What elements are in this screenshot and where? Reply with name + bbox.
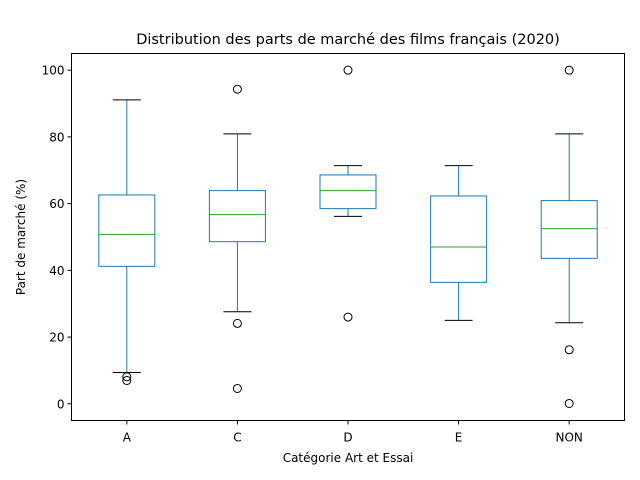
box — [430, 195, 488, 283]
outlier-point — [122, 372, 132, 382]
chart-title: Distribution des parts de marché des fil… — [136, 32, 560, 48]
y-tick-label: 0 — [57, 397, 65, 411]
x-axis-label: Catégorie Art et Essai — [283, 451, 414, 465]
outlier-point — [232, 318, 242, 328]
box — [319, 174, 377, 210]
axes-frame — [71, 53, 625, 421]
x-tick-label: E — [455, 431, 463, 445]
y-tick-label: 100 — [42, 64, 65, 78]
box — [98, 194, 156, 267]
y-axis-label: Part de marché (%) — [14, 179, 28, 295]
y-tick-label: 20 — [49, 331, 64, 345]
y-tick-label: 60 — [49, 197, 64, 211]
y-tick-label: 80 — [49, 130, 64, 144]
outlier-point — [232, 383, 242, 393]
outlier-point — [564, 398, 574, 408]
outlier-point — [122, 375, 132, 385]
x-tick-label: C — [233, 431, 241, 445]
x-tick-label: A — [123, 431, 132, 445]
plot-area: 0 20 40 60 80 100 A C D E NON — [42, 64, 598, 445]
x-tick-label: NON — [555, 431, 582, 445]
x-tick-label: D — [343, 431, 352, 445]
outlier-point — [343, 65, 353, 75]
box — [208, 190, 266, 243]
outlier-point — [564, 65, 574, 75]
box — [540, 200, 598, 259]
outlier-point — [564, 345, 574, 355]
outlier-point — [232, 84, 242, 94]
y-tick-label: 40 — [49, 264, 64, 278]
outlier-point — [343, 312, 353, 322]
